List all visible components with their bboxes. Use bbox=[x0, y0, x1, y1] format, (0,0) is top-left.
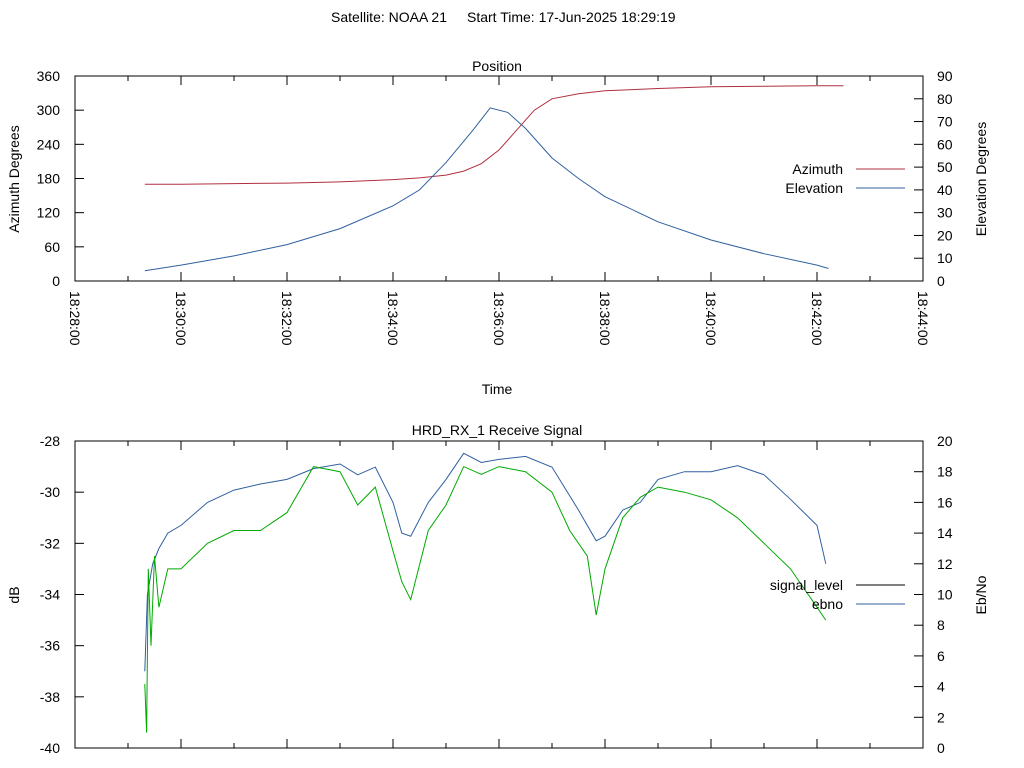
position-x-tick-label: 18:30:00 bbox=[173, 291, 189, 346]
signal-ebno-line bbox=[144, 452, 827, 672]
position-y2-tick-label: 80 bbox=[937, 91, 953, 107]
position-y-tick-label: 360 bbox=[37, 68, 61, 84]
position-x-tick-label: 18:34:00 bbox=[385, 291, 401, 346]
header-start-time: Start Time: 17-Jun-2025 18:29:19 bbox=[467, 9, 676, 25]
position-y-tick-label: 120 bbox=[37, 205, 61, 221]
signal-y-tick-label: -36 bbox=[40, 638, 60, 654]
signal-y-tick-label: -32 bbox=[40, 535, 60, 551]
position-y-tick-label: 0 bbox=[52, 273, 60, 289]
position-y2-tick-label: 90 bbox=[937, 68, 953, 84]
position-x-tick-label: 18:42:00 bbox=[809, 291, 825, 346]
position-y-tick-label: 180 bbox=[37, 171, 61, 187]
position-y-tick-label: 240 bbox=[37, 136, 61, 152]
legend-elevation-label: Elevation bbox=[785, 180, 843, 196]
signal-y2-tick-label: 14 bbox=[937, 525, 953, 541]
signal-y2-tick-label: 8 bbox=[937, 617, 945, 633]
position-x-tick-label: 18:38:00 bbox=[597, 291, 613, 346]
signal-y-tick-label: -40 bbox=[40, 740, 60, 756]
position-y2-label: Elevation Degrees bbox=[973, 122, 989, 236]
position-chart: Position Azimuth Degrees Elevation Degre… bbox=[6, 58, 989, 397]
legend-signal-level-label: signal_level bbox=[770, 577, 843, 593]
signal-y2-tick-label: 0 bbox=[937, 740, 945, 756]
signal-y2-tick-label: 6 bbox=[937, 648, 945, 664]
signal-y-tick-label: -28 bbox=[40, 433, 60, 449]
signal-y2-label: Eb/No bbox=[973, 575, 989, 614]
signal-series-2-line bbox=[144, 465, 827, 733]
signal-y-tick-label: -38 bbox=[40, 689, 60, 705]
signal-y-label: dB bbox=[6, 586, 22, 603]
position-x-label: Time bbox=[482, 381, 513, 397]
position-y2-tick-label: 70 bbox=[937, 114, 953, 130]
signal-y2-tick-label: 12 bbox=[937, 556, 953, 572]
position-y-label: Azimuth Degrees bbox=[6, 125, 22, 232]
signal-title: HRD_RX_1 Receive Signal bbox=[412, 422, 582, 438]
position-x-tick-label: 18:44:00 bbox=[915, 291, 931, 346]
position-y2-tick-label: 40 bbox=[937, 182, 953, 198]
position-x-tick-label: 18:40:00 bbox=[703, 291, 719, 346]
position-x-tick-label: 18:28:00 bbox=[67, 291, 83, 346]
legend-azimuth-label: Azimuth bbox=[792, 161, 843, 177]
position-title: Position bbox=[472, 58, 522, 74]
header-satellite: Satellite: NOAA 21 bbox=[331, 9, 447, 25]
position-y2-tick-label: 30 bbox=[937, 205, 953, 221]
position-x-tick-label: 18:36:00 bbox=[491, 291, 507, 346]
signal-y2-tick-label: 20 bbox=[937, 433, 953, 449]
position-azimuth-line bbox=[144, 85, 844, 185]
position-y2-tick-label: 60 bbox=[937, 136, 953, 152]
position-y-tick-label: 60 bbox=[44, 239, 60, 255]
signal-y-tick-label: -30 bbox=[40, 484, 60, 500]
signal-plot-frame bbox=[74, 440, 924, 749]
position-y2-tick-label: 50 bbox=[937, 159, 953, 175]
signal-y2-tick-label: 18 bbox=[937, 464, 953, 480]
signal-y-tick-label: -34 bbox=[40, 587, 60, 603]
position-plot-frame bbox=[74, 75, 924, 282]
position-legend: Azimuth Elevation bbox=[785, 161, 905, 196]
position-y2-tick-label: 20 bbox=[937, 227, 953, 243]
position-elevation-line bbox=[144, 107, 829, 272]
signal-legend: signal_level ebno bbox=[770, 577, 905, 612]
position-y-tick-label: 300 bbox=[37, 102, 61, 118]
signal-y2-tick-label: 4 bbox=[937, 679, 945, 695]
signal-y2-tick-label: 2 bbox=[937, 709, 945, 725]
position-y2-tick-label: 10 bbox=[937, 250, 953, 266]
position-x-tick-label: 18:32:00 bbox=[279, 291, 295, 346]
legend-ebno-label: ebno bbox=[812, 596, 843, 612]
position-y2-tick-label: 0 bbox=[937, 273, 945, 289]
signal-y2-tick-label: 16 bbox=[937, 494, 953, 510]
signal-y2-tick-label: 10 bbox=[937, 587, 953, 603]
signal-chart: HRD_RX_1 Receive Signal dB Eb/No -40 -38 -… bbox=[6, 422, 989, 756]
